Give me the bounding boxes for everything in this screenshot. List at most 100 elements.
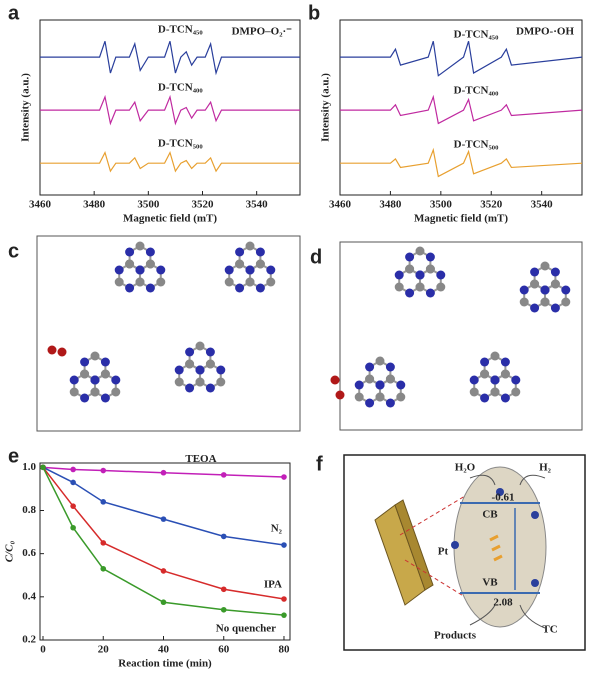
marker <box>70 524 76 531</box>
atom <box>405 252 415 262</box>
atom <box>185 359 195 369</box>
atom <box>415 270 425 280</box>
atom <box>125 247 135 257</box>
atom <box>425 252 435 262</box>
x-axis-label: Magnetic field (mT) <box>414 213 508 225</box>
x-tick-label: 3520 <box>480 199 503 211</box>
atom <box>365 362 375 372</box>
y-axis-label: Intensity (a.u.) <box>20 73 32 142</box>
panel-d-frame <box>339 241 583 431</box>
label: -0.61 <box>492 492 515 504</box>
light <box>489 534 503 562</box>
atom <box>185 347 195 357</box>
atom <box>511 375 521 385</box>
atom <box>125 259 135 269</box>
marker <box>281 596 287 602</box>
x-tick-label: 3520 <box>192 199 215 211</box>
atom <box>174 365 184 375</box>
atom <box>425 288 435 298</box>
atom <box>550 303 560 313</box>
x-tick-label: 3480 <box>379 199 402 211</box>
plot-frame <box>39 462 291 641</box>
atom <box>354 392 364 402</box>
plot-frame <box>339 19 583 196</box>
atom <box>235 283 245 293</box>
dash <box>404 559 471 601</box>
series-label: D-TCN₅₀₀ <box>454 138 499 150</box>
atom <box>425 264 435 274</box>
label: H₂ <box>539 462 552 474</box>
series-label: TEOA <box>185 453 216 465</box>
marker <box>220 533 227 540</box>
atom <box>216 377 226 387</box>
series-label: No quencher <box>216 623 276 635</box>
label: Products <box>434 630 477 642</box>
series-label: D-TCN₅₀₀ <box>158 137 203 149</box>
marker <box>220 472 227 478</box>
atom <box>385 374 395 384</box>
atom <box>266 277 276 287</box>
oxygen <box>57 347 67 357</box>
atom <box>195 365 205 375</box>
atom <box>436 282 446 292</box>
marker <box>281 542 287 548</box>
atom <box>480 393 490 403</box>
atom <box>480 357 490 367</box>
x-tick-label: 80 <box>278 644 290 656</box>
arrow <box>469 604 546 629</box>
series-label: D-TCN₄₅₀ <box>158 23 203 35</box>
panel-label: f <box>316 453 323 475</box>
atom <box>255 283 265 293</box>
atom <box>561 297 571 307</box>
x-tick-label: 3500 <box>430 199 453 211</box>
marker <box>100 467 107 474</box>
atom <box>80 393 90 403</box>
x-tick-label: 3540 <box>246 199 269 211</box>
atom <box>80 357 90 367</box>
marker <box>220 606 227 613</box>
marker <box>160 599 167 606</box>
atom <box>69 387 79 397</box>
atom <box>530 303 540 313</box>
oxygen <box>335 390 345 400</box>
y-tick-label: 1.0 <box>22 461 36 473</box>
atom <box>500 369 510 379</box>
label: CB <box>482 509 498 521</box>
atom <box>375 356 385 366</box>
marker <box>281 474 287 480</box>
x-tick-label: 60 <box>218 644 230 656</box>
atom <box>216 365 226 375</box>
atom <box>396 380 406 390</box>
x-tick-label: 3480 <box>83 199 106 211</box>
plot-frame <box>39 19 301 196</box>
y-tick-label: 0.8 <box>22 504 36 516</box>
marker <box>100 565 107 572</box>
y-axis-label: C/C₀ <box>4 541 16 563</box>
atom <box>235 247 245 257</box>
atom <box>365 374 375 384</box>
atom <box>195 377 205 387</box>
electron <box>496 488 504 496</box>
atom <box>540 261 550 271</box>
atom <box>394 270 404 280</box>
series-line <box>340 41 583 77</box>
series-label: N₂ <box>271 523 283 535</box>
atom <box>436 270 446 280</box>
label: 2.08 <box>493 597 513 609</box>
atom <box>100 369 110 379</box>
atom <box>500 393 510 403</box>
atom <box>405 264 415 274</box>
x-tick-label: 20 <box>98 644 110 656</box>
x-tick-label: 40 <box>158 644 170 656</box>
atom <box>174 377 184 387</box>
atom <box>500 357 510 367</box>
atom <box>375 380 385 390</box>
series-line <box>42 466 285 478</box>
atom <box>125 283 135 293</box>
x-tick-label: 3460 <box>29 199 52 211</box>
series-label: D-TCN₄₅₀ <box>454 29 499 41</box>
atom <box>511 387 521 397</box>
atom <box>385 398 395 408</box>
series-line <box>40 94 300 126</box>
